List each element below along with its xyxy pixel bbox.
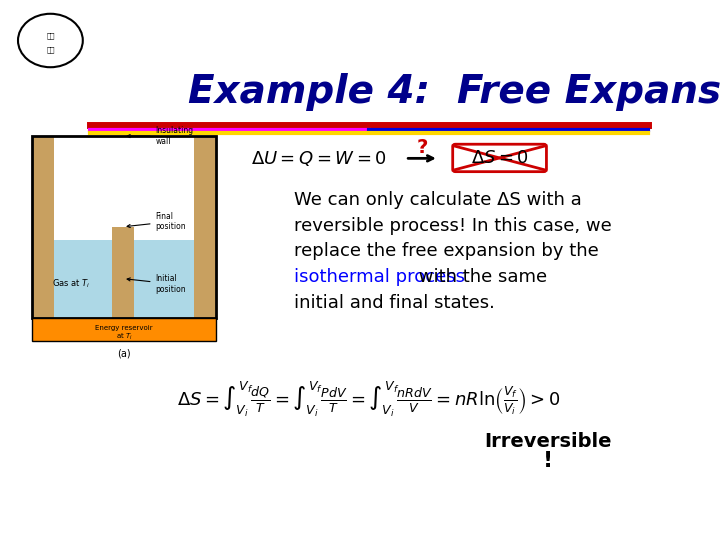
Bar — [194, 136, 216, 318]
Bar — [32, 136, 54, 318]
Text: reversible process! In this case, we: reversible process! In this case, we — [294, 217, 611, 235]
Text: isothermal process: isothermal process — [294, 268, 464, 286]
Text: (a): (a) — [117, 349, 131, 359]
Text: 大學: 大學 — [46, 46, 55, 53]
Text: replace the free expansion by the: replace the free expansion by the — [294, 242, 598, 260]
Text: $\Delta S = \int_{V_i}^{V_f} \frac{dQ}{T} = \int_{V_i}^{V_f} \frac{PdV}{T} = \in: $\Delta S = \int_{V_i}^{V_f} \frac{dQ}{T… — [177, 380, 561, 419]
Text: with the same: with the same — [413, 268, 546, 286]
Bar — [32, 136, 216, 318]
Bar — [32, 136, 216, 318]
Text: Energy reservoir: Energy reservoir — [95, 325, 153, 331]
Bar — [112, 227, 134, 318]
Text: We can only calculate ΔS with a: We can only calculate ΔS with a — [294, 191, 582, 209]
Text: $\Delta S = 0$: $\Delta S = 0$ — [471, 150, 529, 167]
Text: Example 4:  Free Expansion: Example 4: Free Expansion — [188, 73, 720, 111]
Text: Insulating
wall: Insulating wall — [127, 126, 194, 146]
Text: ?: ? — [416, 138, 428, 158]
Text: at $T_i$: at $T_i$ — [116, 332, 132, 342]
Text: 交通: 交通 — [46, 32, 55, 39]
Text: !: ! — [542, 451, 553, 471]
Bar — [32, 240, 216, 318]
Bar — [32, 318, 216, 341]
Text: Irreversible: Irreversible — [484, 431, 611, 450]
Text: Gas at $T_i$: Gas at $T_i$ — [52, 278, 91, 290]
Text: Final
position: Final position — [127, 212, 186, 231]
Text: initial and final states.: initial and final states. — [294, 294, 495, 312]
Text: $\Delta U = Q = W = 0$: $\Delta U = Q = W = 0$ — [251, 149, 387, 168]
Text: Initial
position: Initial position — [127, 274, 186, 294]
